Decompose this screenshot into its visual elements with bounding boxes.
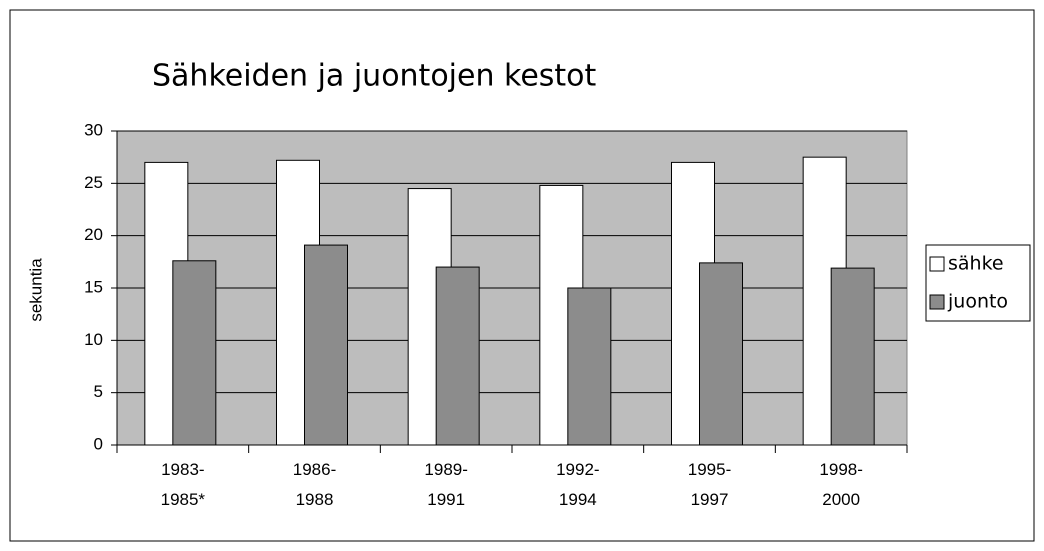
x-tick-label: 1992-1994 <box>556 460 599 509</box>
x-tick-label: 1986-1988 <box>293 460 336 509</box>
bar <box>699 262 743 446</box>
y-tick-label: 15 <box>84 277 103 296</box>
legend-label: sähke <box>948 253 1004 275</box>
chart-title: Sähkeiden ja juontojen kestot <box>152 59 597 94</box>
bar <box>830 267 875 446</box>
legend-swatch <box>929 294 945 310</box>
bar <box>304 244 348 446</box>
bar <box>172 260 217 446</box>
legend-label: juonto <box>947 291 1008 313</box>
y-tick-label: 10 <box>84 330 103 349</box>
y-tick-label: 30 <box>84 120 103 139</box>
y-tick-label: 20 <box>84 225 103 244</box>
x-tick-label: 1989-1991 <box>424 460 467 509</box>
x-tick-label: 1983-1985* <box>161 460 206 509</box>
legend-swatch <box>929 256 945 272</box>
bar <box>435 266 480 446</box>
y-tick-label: 0 <box>94 434 103 453</box>
y-tick-label: 5 <box>94 382 103 401</box>
x-tick-label: 1998-2000 <box>819 460 862 509</box>
bar <box>567 287 612 446</box>
x-tick-label: 1995-1997 <box>688 460 731 509</box>
y-axis-label: sekuntia <box>26 258 45 322</box>
y-tick-label: 25 <box>84 173 103 192</box>
